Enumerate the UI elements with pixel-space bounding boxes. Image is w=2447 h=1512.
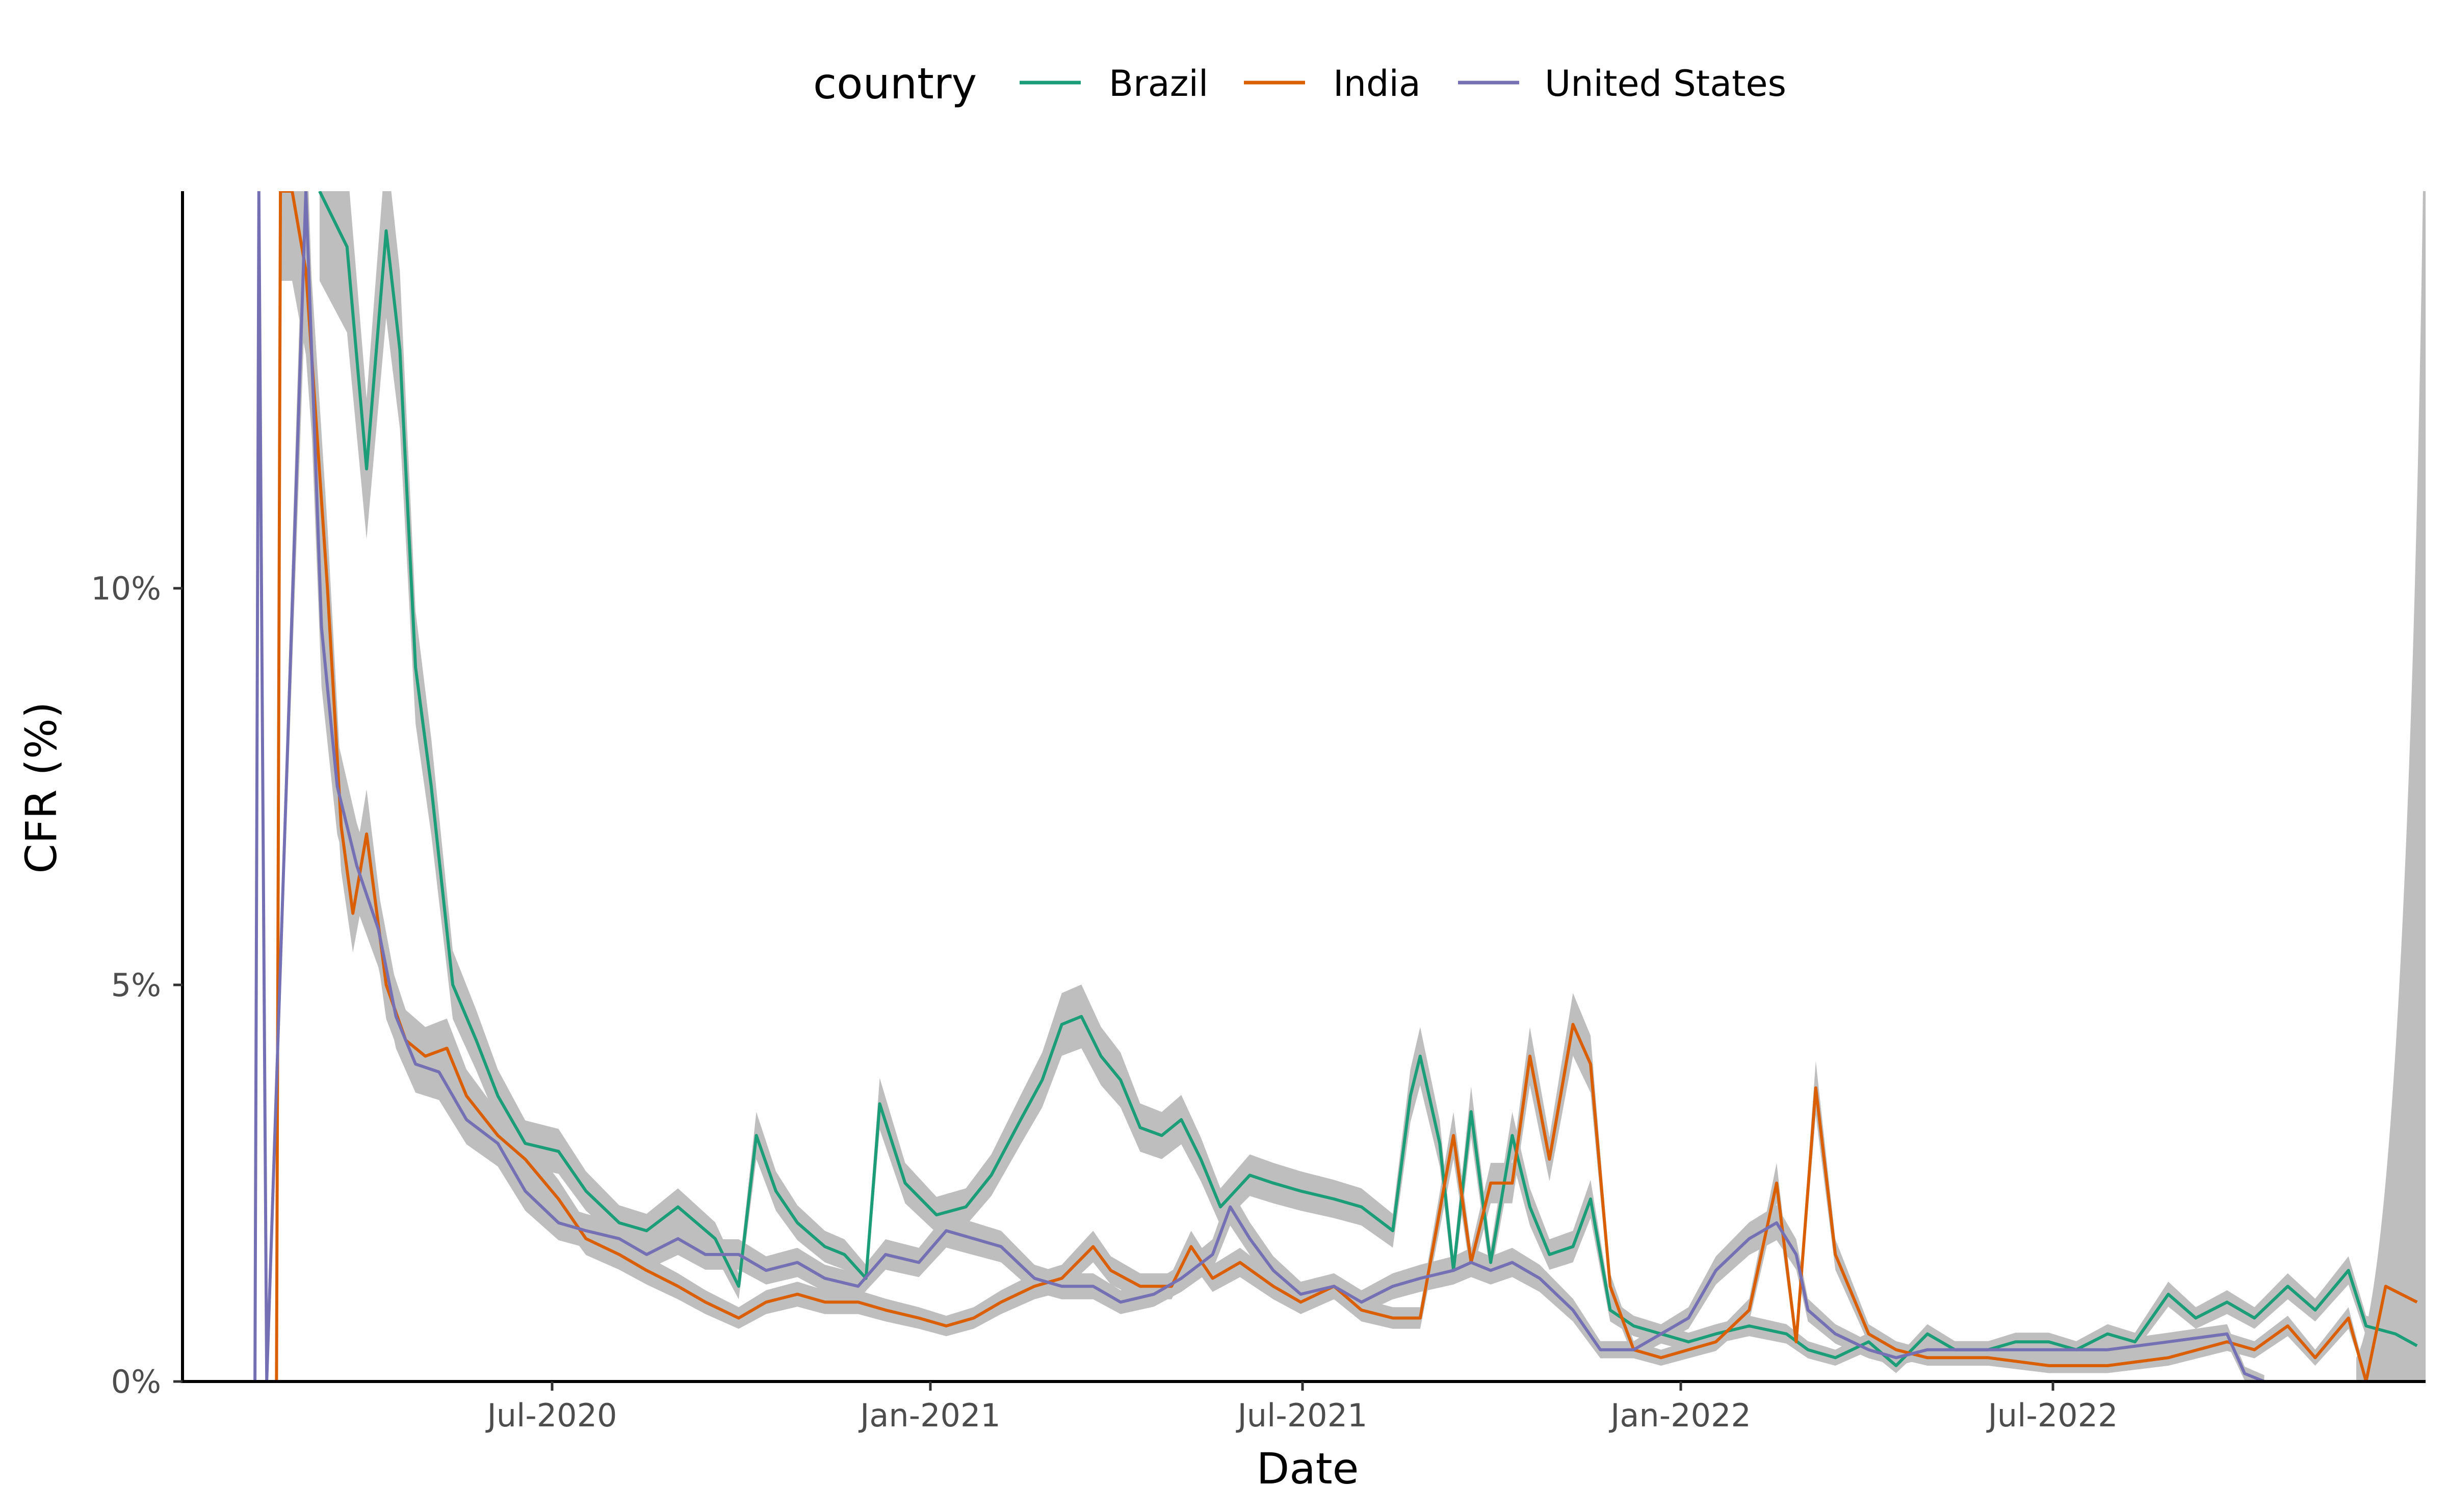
series-line-united-states xyxy=(253,191,2265,1381)
y-axis: 0% 5% 10% xyxy=(91,570,183,1400)
legend-title: country xyxy=(813,59,977,109)
y-tick-label-10: 10% xyxy=(91,570,161,607)
x-tick-label-jul-2020: Jul-2020 xyxy=(485,1397,617,1434)
x-tick-label-jan-2021: Jan-2021 xyxy=(858,1397,1001,1434)
y-axis-title: CFR (%) xyxy=(16,701,66,873)
y-tick-label-0: 0% xyxy=(111,1363,161,1400)
x-axis: Jul-2020 Jan-2021 Jul-2021 Jan-2022 Jul-… xyxy=(485,1381,2118,1434)
y-tick-label-5: 5% xyxy=(111,967,161,1004)
legend-label-united-states: United States xyxy=(1545,63,1786,105)
legend-label-india: India xyxy=(1333,63,1421,105)
x-axis-title: Date xyxy=(1257,1444,1359,1494)
plot-area xyxy=(253,191,2426,1381)
series-lines xyxy=(253,191,2418,1381)
legend: country Brazil India United States xyxy=(813,59,1786,109)
series-line-brazil xyxy=(318,191,2418,1367)
series-line-india xyxy=(275,191,2418,1381)
x-tick-label-jul-2022: Jul-2022 xyxy=(1986,1397,2118,1434)
x-tick-label-jan-2022: Jan-2022 xyxy=(1608,1397,1751,1434)
confidence-band-brazil xyxy=(319,191,2417,1373)
confidence-band-tail xyxy=(2356,191,2426,1381)
x-tick-label-jul-2021: Jul-2021 xyxy=(1236,1397,1368,1434)
confidence-bands xyxy=(255,191,2426,1381)
legend-label-brazil: Brazil xyxy=(1109,63,1208,105)
